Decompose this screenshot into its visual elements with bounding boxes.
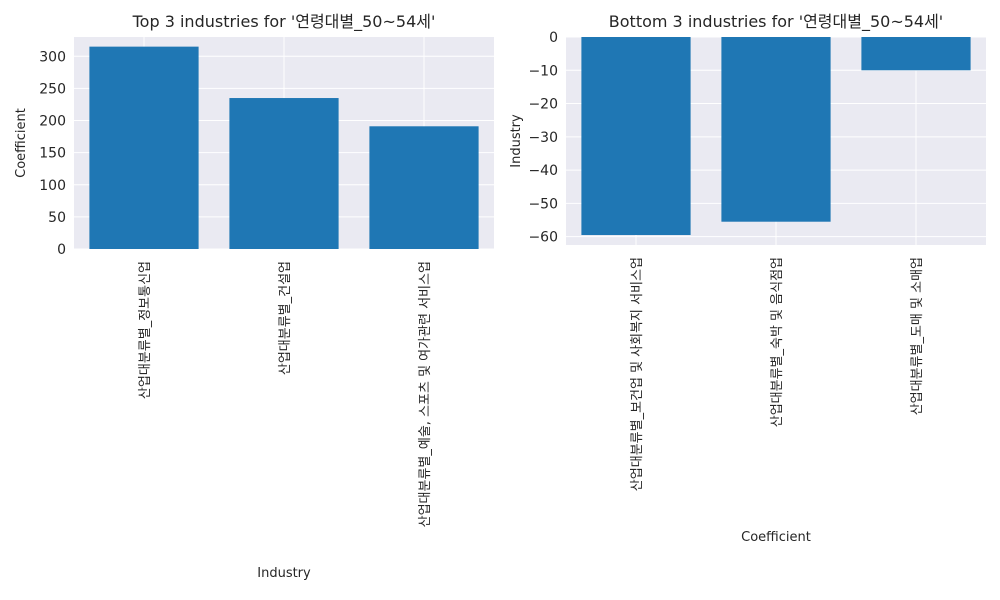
chart-panel-top: 0 50 100 150 200 250 300 산업대분류별_정보통신업 산업대분류별_건설업… xyxy=(14,12,494,581)
y-axis-label: Coefficient xyxy=(14,108,29,178)
x-tick-label: 산업대분류별_예술, 스포츠 및 여가관련 서비스업 xyxy=(418,261,433,527)
x-tick-label: 산업대분류별_도매 및 소매업 xyxy=(910,257,925,415)
chart-panel-bottom: 0 −10 −20 −30 −40 −50 −60 산업대분류별_보건업 및 사회복지 서비스… xyxy=(509,12,986,545)
y-tick-label: 150 xyxy=(39,146,66,162)
y-tick-label: −50 xyxy=(528,196,558,212)
bar xyxy=(721,37,831,222)
x-axis-label: Coefficient xyxy=(741,530,811,545)
bar xyxy=(229,98,339,249)
y-tick-label: 0 xyxy=(57,242,66,258)
y-tick-label: 50 xyxy=(48,210,66,226)
bar xyxy=(581,37,691,236)
y-tick-label: 200 xyxy=(39,114,66,130)
x-tick-label: 산업대분류별_정보통신업 xyxy=(138,261,153,399)
bar xyxy=(369,126,479,249)
y-tick-label: −60 xyxy=(528,230,558,246)
bar xyxy=(861,37,971,71)
y-tick-label: −10 xyxy=(528,63,558,79)
y-axis-label: Industry xyxy=(509,114,524,168)
chart-title: Top 3 industries for '연령대별_50~54세' xyxy=(132,12,436,32)
y-tick-label: −30 xyxy=(528,130,558,146)
x-tick-label: 산업대분류별_숙박 및 음식점업 xyxy=(770,257,785,427)
x-tick-label: 산업대분류별_건설업 xyxy=(278,261,293,375)
y-tick-label: −20 xyxy=(528,97,558,113)
y-tick-label: 100 xyxy=(39,178,66,194)
y-tick-label: 0 xyxy=(549,30,558,46)
bar xyxy=(89,46,199,249)
x-axis-label: Industry xyxy=(257,566,311,581)
y-tick-label: 250 xyxy=(39,81,66,97)
x-tick-label: 산업대분류별_보건업 및 사회복지 서비스업 xyxy=(630,257,645,491)
y-tick-label: 300 xyxy=(39,49,66,65)
y-tick-label: −40 xyxy=(528,163,558,179)
chart-title: Bottom 3 industries for '연령대별_50~54세' xyxy=(609,12,943,32)
